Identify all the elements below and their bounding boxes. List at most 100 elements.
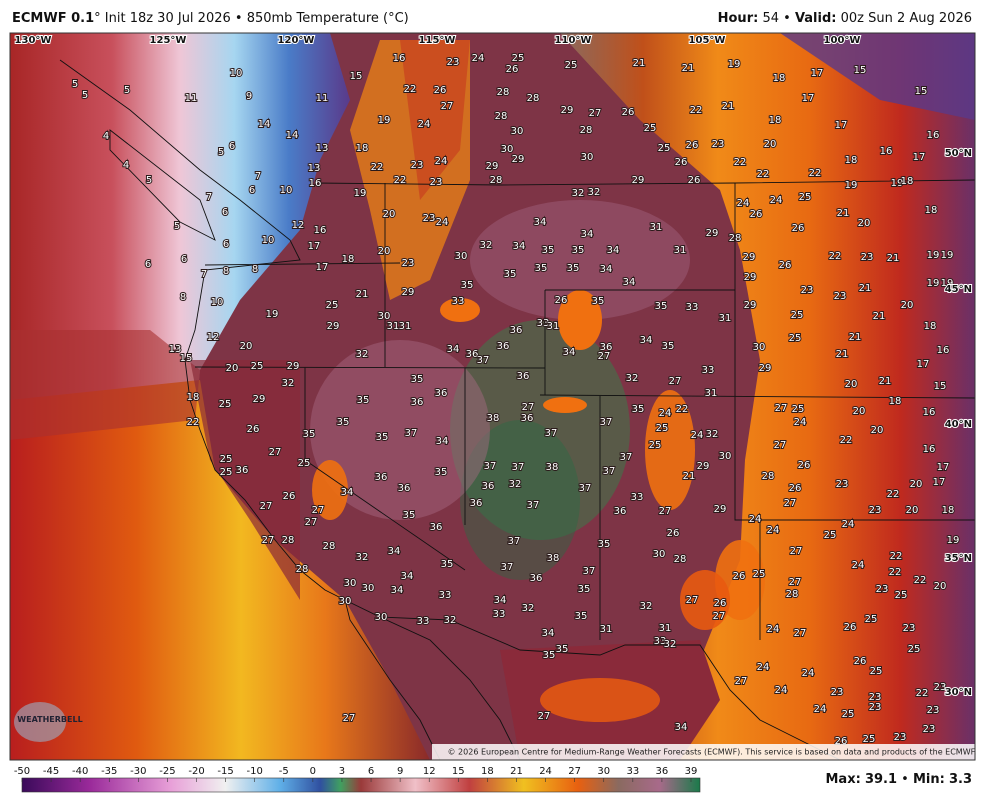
latitude-label: 30°N — [945, 687, 972, 698]
map-value: 28 — [490, 175, 503, 186]
map-value: 35 — [662, 341, 675, 352]
map-value: 20 — [906, 505, 919, 516]
map-value: 35 — [655, 301, 668, 312]
map-value: 26 — [789, 483, 802, 494]
map-value: 25 — [649, 440, 662, 451]
map-value: 10 — [211, 297, 224, 308]
model: ECMWF 0.1 — [12, 11, 94, 26]
map-value: 32 — [640, 601, 653, 612]
map-value: 22 — [887, 489, 900, 500]
colorbar-label: 39 — [685, 766, 698, 777]
map-value: 24 — [691, 430, 704, 441]
map-value: 32 — [480, 240, 493, 251]
map-value: 26 — [854, 656, 867, 667]
map-value: 34 — [542, 628, 555, 639]
map-value: 36 — [614, 506, 627, 517]
credit-box — [432, 744, 975, 760]
map-value: 34 — [600, 264, 613, 275]
map-value: 12 — [207, 332, 220, 343]
map-value: 35 — [441, 559, 454, 570]
colorbar-label: -10 — [247, 766, 263, 777]
colorbar-label: 27 — [568, 766, 581, 777]
map-value: 32 — [444, 615, 457, 626]
map-value: 22 — [371, 162, 384, 173]
map-value: 37 — [501, 562, 514, 573]
map-value: 37 — [477, 355, 490, 366]
map-value: 20 — [901, 300, 914, 311]
map-value: 19 — [845, 180, 858, 191]
map-frame — [9, 32, 976, 761]
map-value: 7 — [206, 192, 212, 203]
map-value: 36 — [375, 472, 388, 483]
map-value: 15 — [934, 381, 947, 392]
colorbar-label: -25 — [159, 766, 175, 777]
map-value: 30 — [378, 311, 391, 322]
map-value: 30 — [339, 596, 352, 607]
map-value: 35 — [556, 644, 569, 655]
map-value: 4 — [123, 160, 129, 171]
state-lines — [194, 183, 975, 640]
coast-band — [190, 360, 300, 600]
map-value: 29 — [327, 321, 340, 332]
map-value: 17 — [933, 477, 946, 488]
map-value: 13 — [308, 163, 321, 174]
map-value: 34 — [607, 245, 620, 256]
map-value: 18 — [925, 205, 938, 216]
map-value: 27 — [343, 713, 356, 724]
map-value: 29 — [706, 228, 719, 239]
map-value: 31 — [674, 245, 687, 256]
map-value: 23 — [869, 505, 882, 516]
map-value: 38 — [487, 413, 500, 424]
map-value: 34 — [388, 546, 401, 557]
map-value: 17 — [917, 359, 930, 370]
map-value: 28 — [674, 554, 687, 565]
map-value: 25 — [219, 399, 232, 410]
map-value: 26 — [434, 85, 447, 96]
map-value: 35 — [542, 245, 555, 256]
map-value: 17 — [937, 462, 950, 473]
map-value: 23 — [903, 623, 916, 634]
map-value: 17 — [811, 68, 824, 79]
map-value: 37 — [545, 428, 558, 439]
colorbar-label: 6 — [368, 766, 374, 777]
graticule-labels: 130°W 125°W 120°W 115°W 110°W 105°W 100°W 50°N 4… — [14, 34, 973, 699]
map-value: 20 — [910, 479, 923, 490]
longitude-label: 130°W — [15, 35, 52, 46]
map-value: 24 — [814, 704, 827, 715]
map-value: 18 — [773, 73, 786, 84]
map-value: 31 — [547, 321, 560, 332]
map-value: 22 — [676, 404, 689, 415]
map-value: 16 — [923, 444, 936, 455]
ocean-north — [10, 33, 350, 420]
map-value: 18 — [342, 254, 355, 265]
map-value: 35 — [598, 539, 611, 550]
map-value: 22 — [840, 435, 853, 446]
map-value: 20 — [858, 218, 871, 229]
map-value: 31 — [399, 321, 412, 332]
map-value: 27 — [774, 440, 787, 451]
map-value: 27 — [589, 108, 602, 119]
map-value: 6 — [181, 254, 187, 265]
map-value: 34 — [341, 487, 354, 498]
map-value: 25 — [799, 192, 812, 203]
map-value: 34 — [447, 344, 460, 355]
map-value: 20 — [845, 379, 858, 390]
map-value: 27 — [522, 402, 535, 413]
map-value: 37 — [484, 461, 497, 472]
map-value: 30 — [375, 612, 388, 623]
map-value: 20 — [240, 341, 253, 352]
map-value: 6 — [223, 239, 229, 250]
longitude-label: 115°W — [419, 35, 456, 46]
map-value: 25 — [251, 361, 264, 372]
map-value: 23 — [836, 479, 849, 490]
colorbar-label: 33 — [626, 766, 639, 777]
hot-core2 — [460, 420, 580, 580]
map-value: 14 — [258, 119, 271, 130]
map-value: 29 — [744, 272, 757, 283]
map-value: 22 — [809, 168, 822, 179]
map-value: 24 — [852, 560, 865, 571]
map-value: 28 — [786, 589, 799, 600]
mauve-west — [310, 340, 490, 520]
